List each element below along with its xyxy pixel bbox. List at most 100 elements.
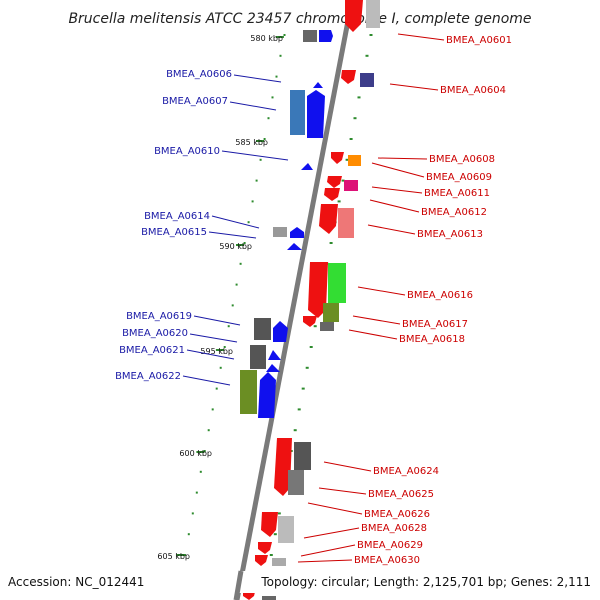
tick-label: 590 kbp [219,242,252,251]
major-tick [236,244,244,246]
tick-dot [275,75,278,78]
chromosome-backbone-tail [233,570,244,600]
gene-label[interactable]: BMEA_A0620 [122,328,188,339]
tick-labels: 580 kbp 585 kbp 590 kbp 595 kbp 600 kbp … [157,34,283,561]
gene-label[interactable]: BMEA_A0613 [417,229,483,240]
gene-label[interactable]: BMEA_A0624 [373,466,439,477]
tick-dot [231,304,234,307]
tick-dot [191,512,194,515]
left-strand-genes [240,30,333,418]
gene-block [288,470,304,495]
tick-dot [247,221,250,224]
gene-block [366,0,380,28]
gene-block [344,180,358,191]
major-tick [196,451,205,453]
tick-dot [349,138,353,140]
gene-block [278,516,294,543]
map-title: Brucella melitensis ATCC 23457 chromosom… [68,11,531,27]
gene-arrow [255,555,268,566]
gene-block [290,90,305,135]
gene-arrow [266,364,280,372]
gene-label[interactable]: BMEA_A0628 [361,523,427,534]
tick-label: 595 kbp [200,347,233,356]
gene-label[interactable]: BMEA_A0617 [402,319,468,330]
chromosome-backbone [234,0,355,600]
gene-label[interactable]: BMEA_A0618 [399,334,465,345]
tick-dot [277,512,281,515]
tick-dot [341,179,345,182]
gene-block [328,263,346,303]
gene-label[interactable]: BMEA_A0611 [424,188,490,199]
tick-label: 585 kbp [235,138,268,147]
tick-dot [357,96,361,99]
tick-dot [215,387,218,390]
gene-block [294,442,311,470]
gene-label[interactable]: BMEA_A0622 [115,371,181,382]
gene-label[interactable]: BMEA_A0606 [166,69,232,80]
gene-arrow [287,243,302,250]
gene-label[interactable]: BMEA_A0621 [119,345,185,356]
tick-dot [301,387,305,390]
gene-label[interactable]: BMEA_A0612 [421,207,487,218]
gene-label[interactable]: BMEA_A0608 [429,154,495,165]
tick-dot [365,54,369,57]
tick-dot [271,96,274,99]
gene-label[interactable]: BMEA_A0615 [141,227,207,238]
gene-arrow [258,542,272,554]
tick-label: 580 kbp [250,34,283,43]
tick-dot [255,179,258,182]
tick-dot [259,158,262,161]
tick-dot [267,117,270,120]
gene-arrow [341,70,356,84]
tick-dot [223,346,226,348]
tick-dot [293,429,297,432]
gene-label[interactable]: BMEA_A0619 [126,311,192,322]
tick-dot [369,34,373,36]
gene-block [360,73,374,87]
gene-block [323,303,339,322]
tick-dot [337,200,341,203]
tick-dot [279,54,282,57]
left-gene-labels: BMEA_A0606 BMEA_A0607 BMEA_A0610 BMEA_A0… [115,69,232,382]
tick-dot [263,138,266,140]
gene-block [348,155,361,166]
gene-label[interactable]: BMEA_A0601 [446,35,512,46]
tick-dot [199,470,202,473]
right-strand-genes [243,0,380,600]
gene-label[interactable]: BMEA_A0604 [440,85,506,96]
gene-label[interactable]: BMEA_A0609 [426,172,492,183]
gene-label[interactable]: BMEA_A0629 [357,540,423,551]
gene-arrow [345,0,363,32]
gene-arrow [258,372,276,418]
major-tick [176,554,185,556]
gene-arrow [307,90,325,138]
summary-text: Topology: circular; Length: 2,125,701 bp… [260,575,591,589]
gene-label[interactable]: BMEA_A0616 [407,290,473,301]
gene-label[interactable]: BMEA_A0626 [364,509,430,520]
tick-label: 605 kbp [157,552,190,561]
gene-arrow [274,438,292,496]
tick-label: 600 kbp [179,449,212,458]
tick-dot [251,200,254,203]
tick-dot [283,34,286,36]
tick-dot [243,242,246,244]
gene-block [254,318,271,340]
gene-label[interactable]: BMEA_A0630 [354,555,420,566]
tick-dot [313,325,317,328]
gene-label[interactable]: BMEA_A0610 [154,146,220,157]
tick-dot [219,366,222,369]
gene-arrow [319,204,338,234]
gene-arrow [290,227,304,238]
gene-label[interactable]: BMEA_A0614 [144,211,210,222]
gene-arrow [261,512,278,537]
major-tick [256,140,264,142]
gene-block [303,30,317,42]
gene-block [273,227,287,237]
tick-dot [235,283,238,286]
tick-dot [227,325,230,328]
tick-dot [187,533,190,536]
gene-label[interactable]: BMEA_A0625 [368,489,434,500]
gene-label[interactable]: BMEA_A0607 [162,96,228,107]
